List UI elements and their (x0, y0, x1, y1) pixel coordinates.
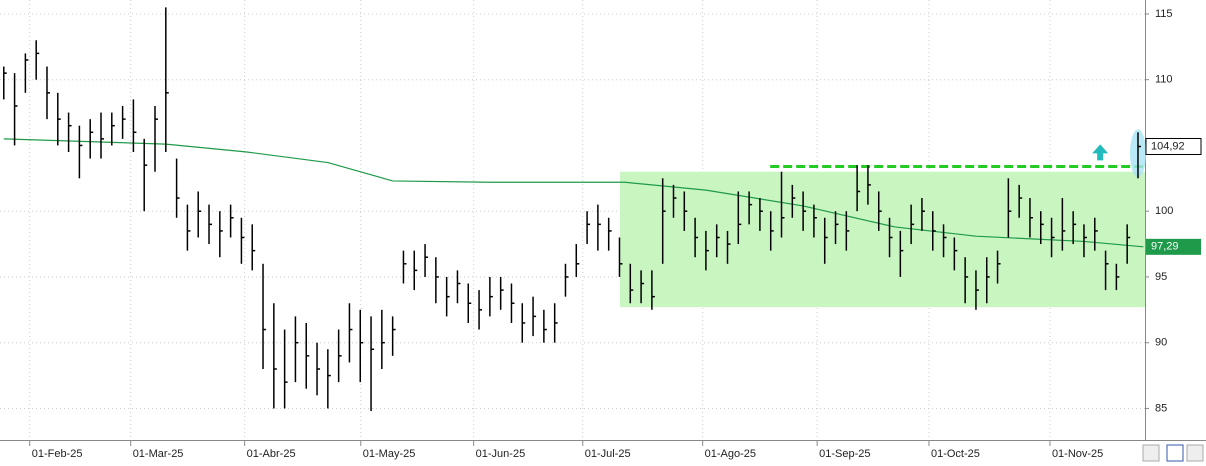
toolbar (1142, 444, 1204, 462)
breakout-arrow (1092, 144, 1109, 161)
x-tick-label: 01-Jun-25 (476, 448, 526, 460)
y-tick-label: 110 (1155, 74, 1173, 86)
save-button[interactable] (1166, 444, 1184, 462)
y-tick-label: 95 (1155, 271, 1167, 283)
x-tick-label: 01-May-25 (363, 448, 416, 460)
ma-last-box (1146, 238, 1201, 255)
last-price-box (1145, 137, 1202, 155)
y-tick-label: 115 (1155, 8, 1173, 20)
tool-button[interactable] (1142, 444, 1160, 462)
x-tick-label: 01-Mar-25 (133, 448, 184, 460)
x-tick-label: 01-Nov-25 (1052, 448, 1103, 460)
x-tick-label: 01-Jul-25 (585, 448, 631, 460)
y-tick-label: 100 (1155, 205, 1173, 217)
last-price-label: 104,92 (1151, 140, 1185, 152)
x-tick-label: 01-Ago-25 (705, 448, 756, 460)
pin-button[interactable] (1186, 444, 1204, 462)
x-tick-label: 01-Oct-25 (931, 448, 980, 460)
x-tick-label: 01-Abr-25 (247, 448, 296, 460)
y-tick-label: 90 (1155, 337, 1167, 349)
moving-average (3, 138, 1144, 248)
x-tick-label: 01-Sep-25 (819, 448, 870, 460)
x-tick-label: 01-Feb-25 (32, 448, 83, 460)
ma-last-label: 97,29 (1151, 241, 1179, 253)
zone (620, 171, 1145, 308)
y-tick-label: 85 (1155, 402, 1167, 414)
